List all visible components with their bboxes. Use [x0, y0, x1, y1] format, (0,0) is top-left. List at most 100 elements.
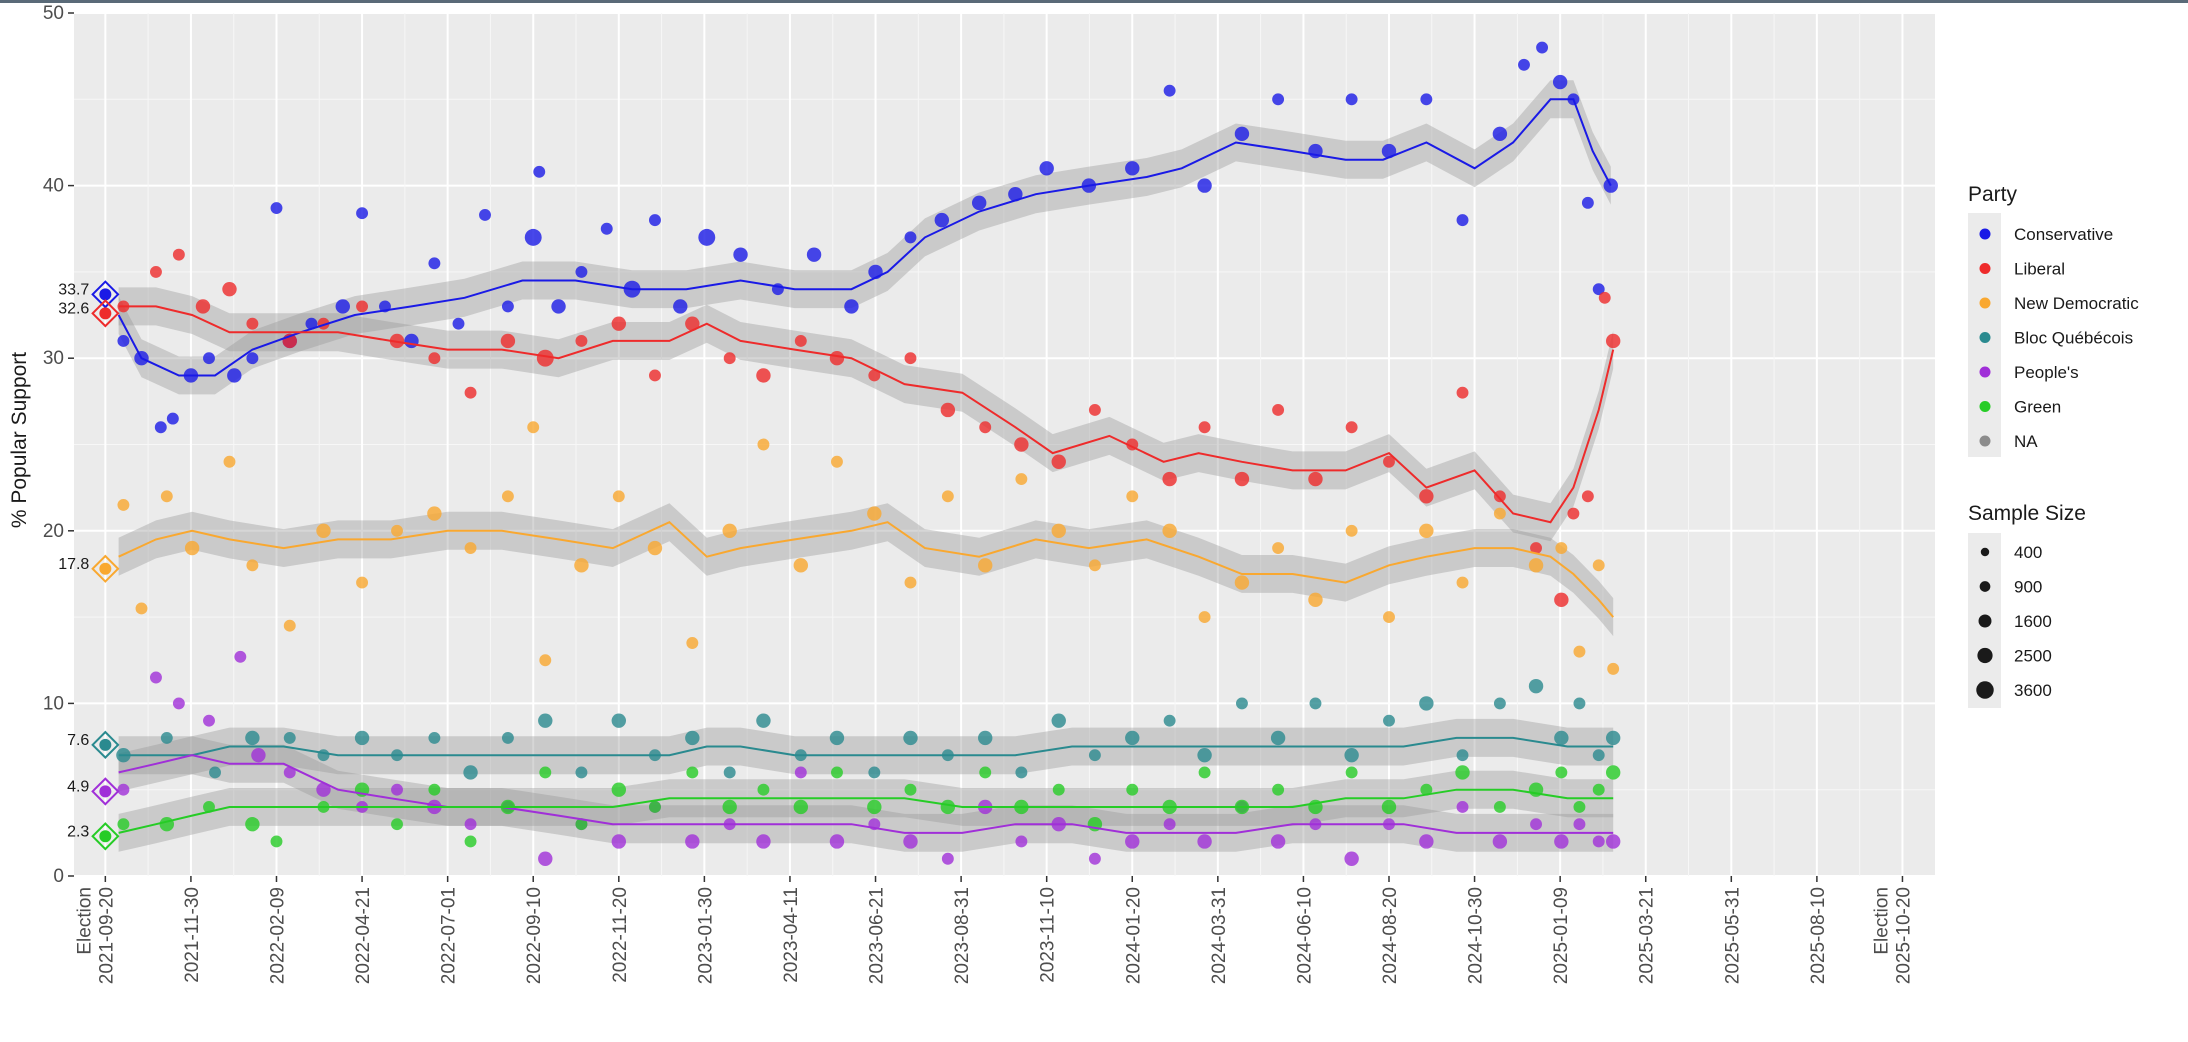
poll-point-people-s — [794, 766, 807, 779]
poll-point-bloc-qu-b-cois — [354, 730, 370, 746]
legend-label-bloc-qu-b-cois: Bloc Québécois — [2014, 329, 2133, 348]
poll-point-bloc-qu-b-cois — [283, 731, 296, 744]
legend-label-people-s: People's — [2014, 363, 2079, 382]
poll-point-new-democratic — [527, 421, 540, 434]
poll-point-bloc-qu-b-cois — [903, 730, 918, 746]
poll-point-people-s — [538, 851, 553, 866]
election-label-liberal: 32.6 — [58, 300, 89, 317]
poll-point-people-s — [1270, 834, 1286, 849]
election-dot-green — [99, 830, 112, 843]
poll-point-green — [245, 817, 260, 832]
poll-point-conservative — [1420, 93, 1433, 106]
y-tick-label: 40 — [43, 176, 64, 197]
poll-point-people-s — [251, 747, 266, 763]
poll-point-green — [1198, 766, 1211, 779]
poll-point-new-democratic — [1573, 645, 1586, 658]
poll-point-new-democratic — [978, 558, 993, 573]
poll-point-people-s — [941, 852, 954, 865]
poll-point-new-democratic — [831, 455, 843, 468]
poll-point-conservative — [1197, 178, 1212, 193]
poll-point-liberal — [1088, 404, 1101, 416]
poll-point-new-democratic — [1493, 507, 1506, 520]
x-tick-label: 2023-01-30 — [695, 887, 716, 984]
y-tick-label: 10 — [43, 693, 64, 714]
y-tick-label: 20 — [43, 521, 64, 542]
legend-size-key — [1980, 547, 1990, 557]
election-marker-bloc-qu-b-cois — [91, 730, 120, 759]
poll-point-people-s — [1573, 818, 1586, 831]
trend-line-liberal — [118, 305, 1615, 524]
x-tick-label: Election — [74, 887, 95, 955]
poll-point-liberal — [464, 386, 477, 399]
poll-point-green — [979, 766, 992, 779]
poll-point-green — [831, 766, 843, 779]
poll-point-bloc-qu-b-cois — [1015, 766, 1028, 779]
x-tick-label: 2024-01-20 — [1123, 887, 1144, 984]
trend-line-bloc-qu-b-cois — [118, 736, 1614, 757]
poll-point-people-s — [903, 834, 918, 849]
poll-point-people-s — [1530, 818, 1542, 831]
poll-point-green — [464, 835, 477, 848]
poll-point-new-democratic — [246, 559, 259, 572]
poll-point-people-s — [1605, 834, 1621, 849]
poll-point-green — [1592, 783, 1605, 796]
poll-point-liberal — [979, 421, 992, 434]
x-tick-label: 2024-10-30 — [1466, 887, 1487, 984]
legend-size-label: 900 — [2014, 578, 2042, 597]
x-tick-label: 2024-03-31 — [1209, 887, 1230, 984]
election-marker-green — [91, 822, 120, 851]
poll-point-new-democratic — [223, 455, 236, 468]
poll-point-new-democratic — [1345, 524, 1358, 537]
poll-point-green — [159, 817, 175, 832]
election-dot-new-democratic — [99, 562, 112, 575]
poll-point-conservative — [524, 228, 542, 246]
poll-point-liberal — [222, 281, 237, 297]
legend-size-label: 1600 — [2014, 612, 2052, 631]
y-tick-label: 30 — [43, 348, 64, 369]
x-tick-label: 2023-04-11 — [781, 887, 802, 983]
poll-point-green — [793, 799, 809, 815]
legend-key-new-democratic — [1979, 297, 1991, 309]
legend-size-key — [1977, 647, 1993, 664]
poll-point-bloc-qu-b-cois — [317, 749, 330, 762]
poll-point-conservative — [1345, 93, 1358, 106]
poll-point-liberal — [1554, 592, 1569, 608]
poll-point-new-democratic — [356, 576, 369, 589]
poll-point-bloc-qu-b-cois — [1493, 697, 1506, 710]
poll-point-liberal — [1383, 455, 1395, 468]
poll-point-new-democratic — [1126, 490, 1139, 503]
poll-point-liberal — [794, 334, 807, 347]
x-tick-label: 2025-05-31 — [1722, 887, 1743, 984]
poll-point-people-s — [611, 834, 627, 849]
poll-point-liberal — [1162, 471, 1177, 487]
election-label-bloc-qu-b-cois: 7.6 — [67, 732, 89, 749]
poll-point-conservative — [1518, 58, 1530, 71]
legend-size-key — [1976, 681, 1994, 699]
poll-point-liberal — [356, 300, 369, 313]
poll-point-new-democratic — [283, 619, 296, 632]
poll-point-green — [757, 783, 770, 796]
poll-point-new-democratic — [391, 524, 403, 537]
poll-point-conservative — [305, 317, 318, 330]
poll-point-people-s — [203, 714, 215, 727]
election-dot-liberal — [99, 307, 112, 320]
poll-point-liberal — [1605, 333, 1621, 349]
legend-key-people-s — [1979, 366, 1991, 378]
poll-point-liberal — [685, 316, 700, 331]
poll-point-people-s — [1015, 835, 1028, 848]
poll-point-bloc-qu-b-cois — [1383, 714, 1395, 727]
poll-point-bloc-qu-b-cois — [868, 766, 881, 779]
poll-point-liberal — [1051, 454, 1066, 469]
poll-point-people-s — [283, 766, 296, 779]
poll-point-people-s — [1125, 834, 1140, 849]
poll-point-new-democratic — [722, 523, 737, 538]
poll-point-bloc-qu-b-cois — [463, 765, 478, 780]
legend-label-new-democratic: New Democratic — [2014, 294, 2139, 313]
poll-point-conservative — [356, 207, 369, 220]
poll-point-bloc-qu-b-cois — [1419, 696, 1434, 711]
poll-point-bloc-qu-b-cois — [1573, 697, 1586, 710]
x-tick-label: 2022-07-01 — [439, 887, 460, 984]
poll-point-liberal — [246, 317, 259, 330]
poll-point-liberal — [904, 352, 917, 365]
